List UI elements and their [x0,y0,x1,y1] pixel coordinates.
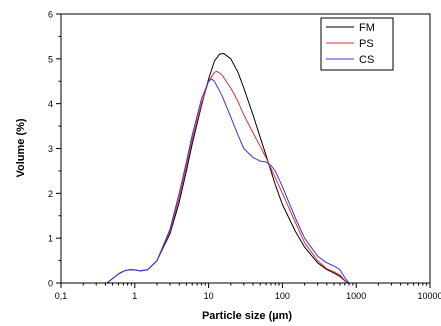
y-tick-label: 5 [48,54,53,64]
legend-box [320,17,394,71]
legend-label-cs: CS [359,54,374,66]
legend: FM PS CS [320,17,394,71]
x-tick-label: 0,1 [55,291,68,301]
legend-label-ps: PS [359,38,374,50]
x-axis-title: Particle size (µm) [202,310,292,322]
y-tick-label: 2 [48,189,53,199]
y-tick-label: 0 [48,279,53,289]
series-line-ps [106,70,349,284]
x-tick-label: 10 [204,291,214,301]
x-tick-label: 10000 [417,291,441,301]
y-tick-label: 6 [48,10,53,20]
series-line-cs [106,78,350,284]
x-tick-label: 100 [275,291,290,301]
y-axis-title: Volume (%) [15,118,27,177]
axes-layer: 0,1 1 10 100 1000 10000 0 1 2 3 4 5 6 [48,10,441,302]
y-tick-label: 1 [48,234,53,244]
x-tick-label: 1 [132,291,137,301]
legend-label-fm: FM [359,22,375,34]
y-tick-label: 4 [48,99,53,109]
plot-layer [106,53,350,284]
y-tick-label: 3 [48,144,53,154]
x-tick-label: 1000 [346,291,366,301]
